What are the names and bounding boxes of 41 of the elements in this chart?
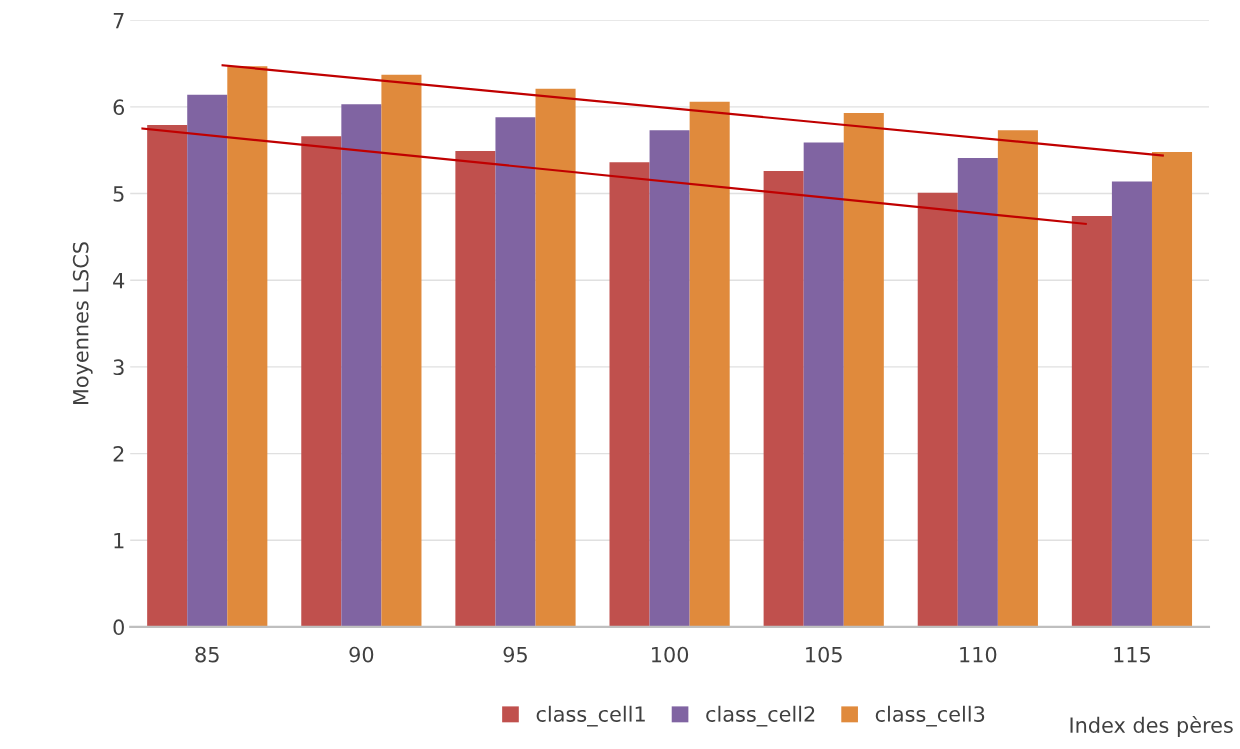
bar — [147, 125, 188, 627]
bar — [455, 151, 496, 627]
bar — [803, 142, 844, 627]
y-tick-label: 6 — [113, 99, 125, 116]
x-tick-label: 90 — [349, 646, 374, 663]
bar — [535, 88, 576, 627]
x-tick-label: 95 — [503, 646, 527, 663]
bar — [227, 66, 268, 627]
y-tick-label: 1 — [114, 532, 124, 549]
y-tick-label: 3 — [113, 359, 124, 376]
x-tick-label: 85 — [195, 646, 219, 663]
bar — [609, 162, 650, 627]
bar — [689, 101, 730, 627]
x-tick-label: 115 — [1114, 647, 1151, 663]
bar — [957, 158, 998, 627]
y-axis-title: Moyennes LSCS — [72, 242, 93, 405]
legend-label: class_cell2 — [706, 705, 815, 727]
x-tick-label: 105 — [806, 646, 842, 663]
bar — [187, 94, 228, 627]
bar — [1071, 216, 1112, 627]
bar — [495, 117, 536, 627]
legend-label: class_cell1 — [536, 705, 645, 727]
bar — [341, 104, 382, 627]
bar — [301, 136, 342, 627]
bar — [997, 130, 1038, 627]
bar — [381, 74, 422, 627]
x-axis-title: Index des pères — [1070, 716, 1233, 738]
bar — [917, 192, 958, 627]
y-tick-label: 5 — [113, 186, 124, 202]
bar — [843, 112, 884, 627]
bar — [1151, 151, 1193, 627]
x-tick-label: 100 — [652, 646, 689, 663]
legend-label: class_cell3 — [875, 705, 985, 727]
bar — [763, 171, 804, 627]
x-tick-label: 110 — [960, 646, 997, 663]
bar — [649, 130, 690, 627]
y-tick-label: 4 — [113, 272, 125, 289]
y-tick-label: 7 — [113, 12, 124, 29]
bar — [1111, 181, 1152, 627]
y-tick-label: 0 — [113, 619, 124, 636]
y-tick-label: 2 — [113, 446, 124, 462]
